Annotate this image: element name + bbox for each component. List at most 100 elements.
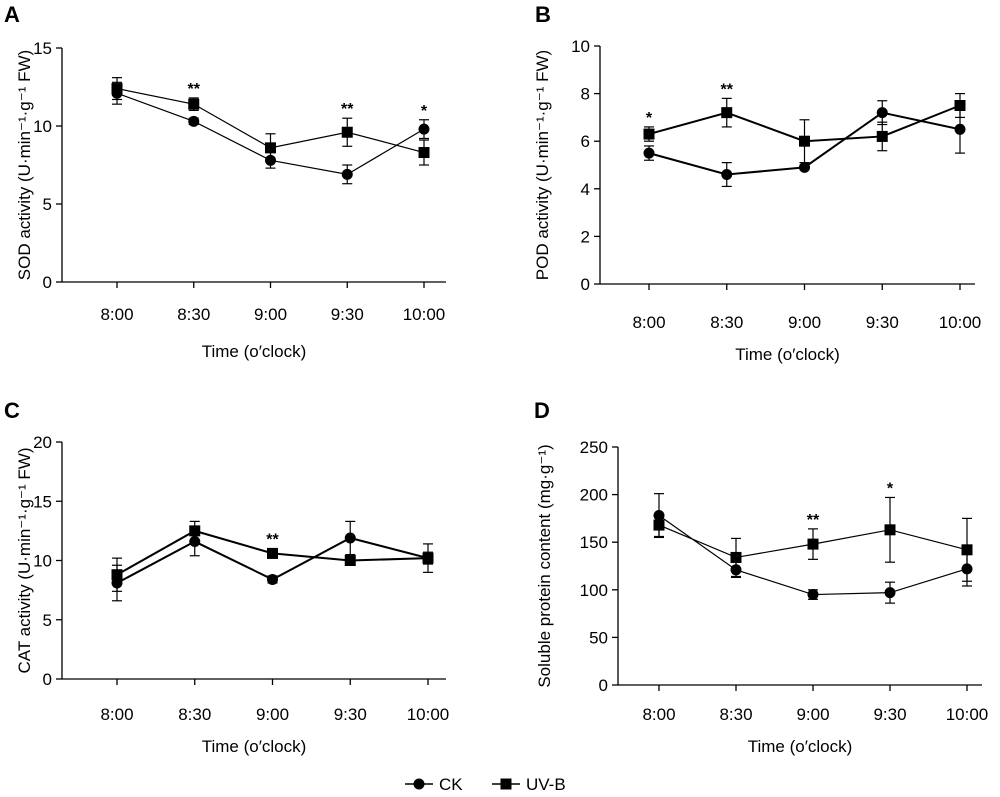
data-point bbox=[721, 107, 733, 119]
legend-entry-uv-b: UV-B bbox=[492, 775, 566, 794]
y-tick-label: 5 bbox=[43, 195, 52, 214]
data-point bbox=[799, 135, 810, 147]
legend-marker bbox=[500, 778, 512, 790]
data-point bbox=[807, 538, 819, 550]
series-uv-b bbox=[643, 92, 966, 164]
panel-d: D 0 50 100 150 200 250 8:00 8:30 9:00 9:30 10:00 Tim… bbox=[534, 398, 988, 756]
data-point bbox=[341, 168, 353, 180]
x-tick-label: 9:00 bbox=[788, 313, 821, 332]
y-tick-label: 10 bbox=[33, 552, 52, 571]
y-tick-label: 15 bbox=[33, 39, 52, 58]
y-tick-label: 10 bbox=[571, 37, 590, 56]
data-point bbox=[643, 147, 655, 159]
y-tick-label: 5 bbox=[43, 611, 52, 630]
y-tick-label: 10 bbox=[33, 117, 52, 136]
x-tick-label: 9:30 bbox=[873, 705, 906, 724]
data-point bbox=[189, 536, 201, 548]
data-point bbox=[189, 525, 201, 537]
axes bbox=[61, 48, 446, 283]
legend-marker bbox=[413, 778, 425, 790]
significance-marker: * bbox=[646, 110, 653, 127]
y-tick-label: 0 bbox=[599, 676, 608, 695]
series-uv-b bbox=[111, 77, 430, 166]
data-point bbox=[884, 524, 896, 536]
data-point bbox=[418, 147, 430, 159]
y-tick-label: 4 bbox=[581, 180, 590, 199]
data-point bbox=[884, 587, 896, 599]
x-axis-title: Time (o′clock) bbox=[202, 737, 307, 756]
data-point bbox=[876, 130, 888, 142]
x-tick-label: 9:30 bbox=[866, 313, 899, 332]
significance-marker: ** bbox=[807, 512, 820, 529]
x-tick-label: 8:30 bbox=[177, 305, 210, 324]
data-point bbox=[954, 100, 966, 111]
panel-letter: B bbox=[535, 2, 551, 27]
significance-marker: * bbox=[421, 103, 428, 120]
panel-c: C 0 5 10 15 20 8:00 8:30 9:00 9:30 10:00 Time (o′cl… bbox=[4, 398, 449, 756]
x-tick-label: 8:00 bbox=[642, 705, 675, 724]
x-tick-label: 10:00 bbox=[939, 313, 982, 332]
x-tick-label: 9:00 bbox=[796, 705, 829, 724]
significance-marker: ** bbox=[188, 81, 201, 98]
data-point bbox=[807, 589, 819, 601]
axes bbox=[61, 442, 446, 680]
data-point bbox=[265, 142, 276, 154]
x-axis-title: Time (o′clock) bbox=[748, 737, 853, 756]
x-axis-title: Time (o′clock) bbox=[202, 342, 307, 361]
x-tick-label: 8:30 bbox=[710, 313, 743, 332]
legend-label: UV-B bbox=[526, 775, 566, 794]
data-point bbox=[799, 161, 810, 173]
data-point bbox=[188, 115, 200, 127]
x-tick-label: 8:30 bbox=[178, 705, 211, 724]
y-axis-title: CAT activity (U·min⁻¹·g⁻¹ FW) bbox=[15, 447, 34, 673]
panel-letter: D bbox=[534, 398, 550, 423]
y-axis-title: SOD activity (U·min⁻¹·g⁻¹ FW) bbox=[15, 50, 34, 280]
panel-a: A 0 5 10 15 8:00 8:30 9:00 9:30 10:00 Time (o′cloc… bbox=[4, 2, 446, 361]
y-axis-title: POD activity (U·min⁻¹·g⁻¹ FW) bbox=[533, 50, 552, 280]
legend: CK UV-B bbox=[405, 775, 566, 794]
data-point bbox=[961, 544, 973, 556]
y-tick-label: 6 bbox=[581, 132, 590, 151]
data-point bbox=[111, 83, 123, 95]
panel-letter: C bbox=[4, 398, 20, 423]
series-ck bbox=[643, 100, 966, 188]
axes bbox=[617, 447, 982, 686]
significance-marker: ** bbox=[266, 532, 279, 549]
y-tick-label: 0 bbox=[43, 670, 52, 689]
data-point bbox=[876, 107, 888, 119]
data-point bbox=[267, 547, 278, 559]
y-tick-label: 2 bbox=[581, 227, 590, 246]
data-point bbox=[653, 519, 665, 531]
data-point bbox=[111, 569, 123, 581]
data-point bbox=[730, 551, 742, 563]
data-point bbox=[643, 128, 655, 140]
significance-marker: ** bbox=[721, 81, 734, 98]
data-point bbox=[721, 169, 733, 181]
y-tick-label: 250 bbox=[580, 438, 608, 457]
x-tick-label: 10:00 bbox=[407, 705, 450, 724]
data-point bbox=[344, 532, 356, 544]
panel-letter: A bbox=[4, 2, 20, 27]
legend-entry-ck: CK bbox=[405, 775, 463, 794]
x-tick-label: 8:00 bbox=[100, 705, 133, 724]
x-tick-label: 10:00 bbox=[403, 305, 446, 324]
x-tick-label: 8:30 bbox=[719, 705, 752, 724]
series-uv-b bbox=[111, 520, 434, 592]
legend-label: CK bbox=[439, 775, 463, 794]
series-uv-b bbox=[653, 496, 973, 582]
y-tick-label: 50 bbox=[589, 628, 608, 647]
significance-marker: * bbox=[887, 480, 894, 497]
data-point bbox=[188, 98, 200, 110]
y-tick-label: 150 bbox=[580, 533, 608, 552]
x-tick-label: 9:00 bbox=[256, 705, 289, 724]
y-tick-label: 8 bbox=[581, 85, 590, 104]
data-point bbox=[954, 123, 966, 135]
y-tick-label: 0 bbox=[581, 275, 590, 294]
y-tick-label: 200 bbox=[580, 486, 608, 505]
y-tick-label: 20 bbox=[33, 433, 52, 452]
data-point bbox=[418, 123, 430, 135]
data-point bbox=[344, 555, 356, 566]
y-axis-title: Soluble protein content (mg·g⁻¹) bbox=[535, 444, 554, 687]
x-tick-label: 9:00 bbox=[254, 305, 287, 324]
